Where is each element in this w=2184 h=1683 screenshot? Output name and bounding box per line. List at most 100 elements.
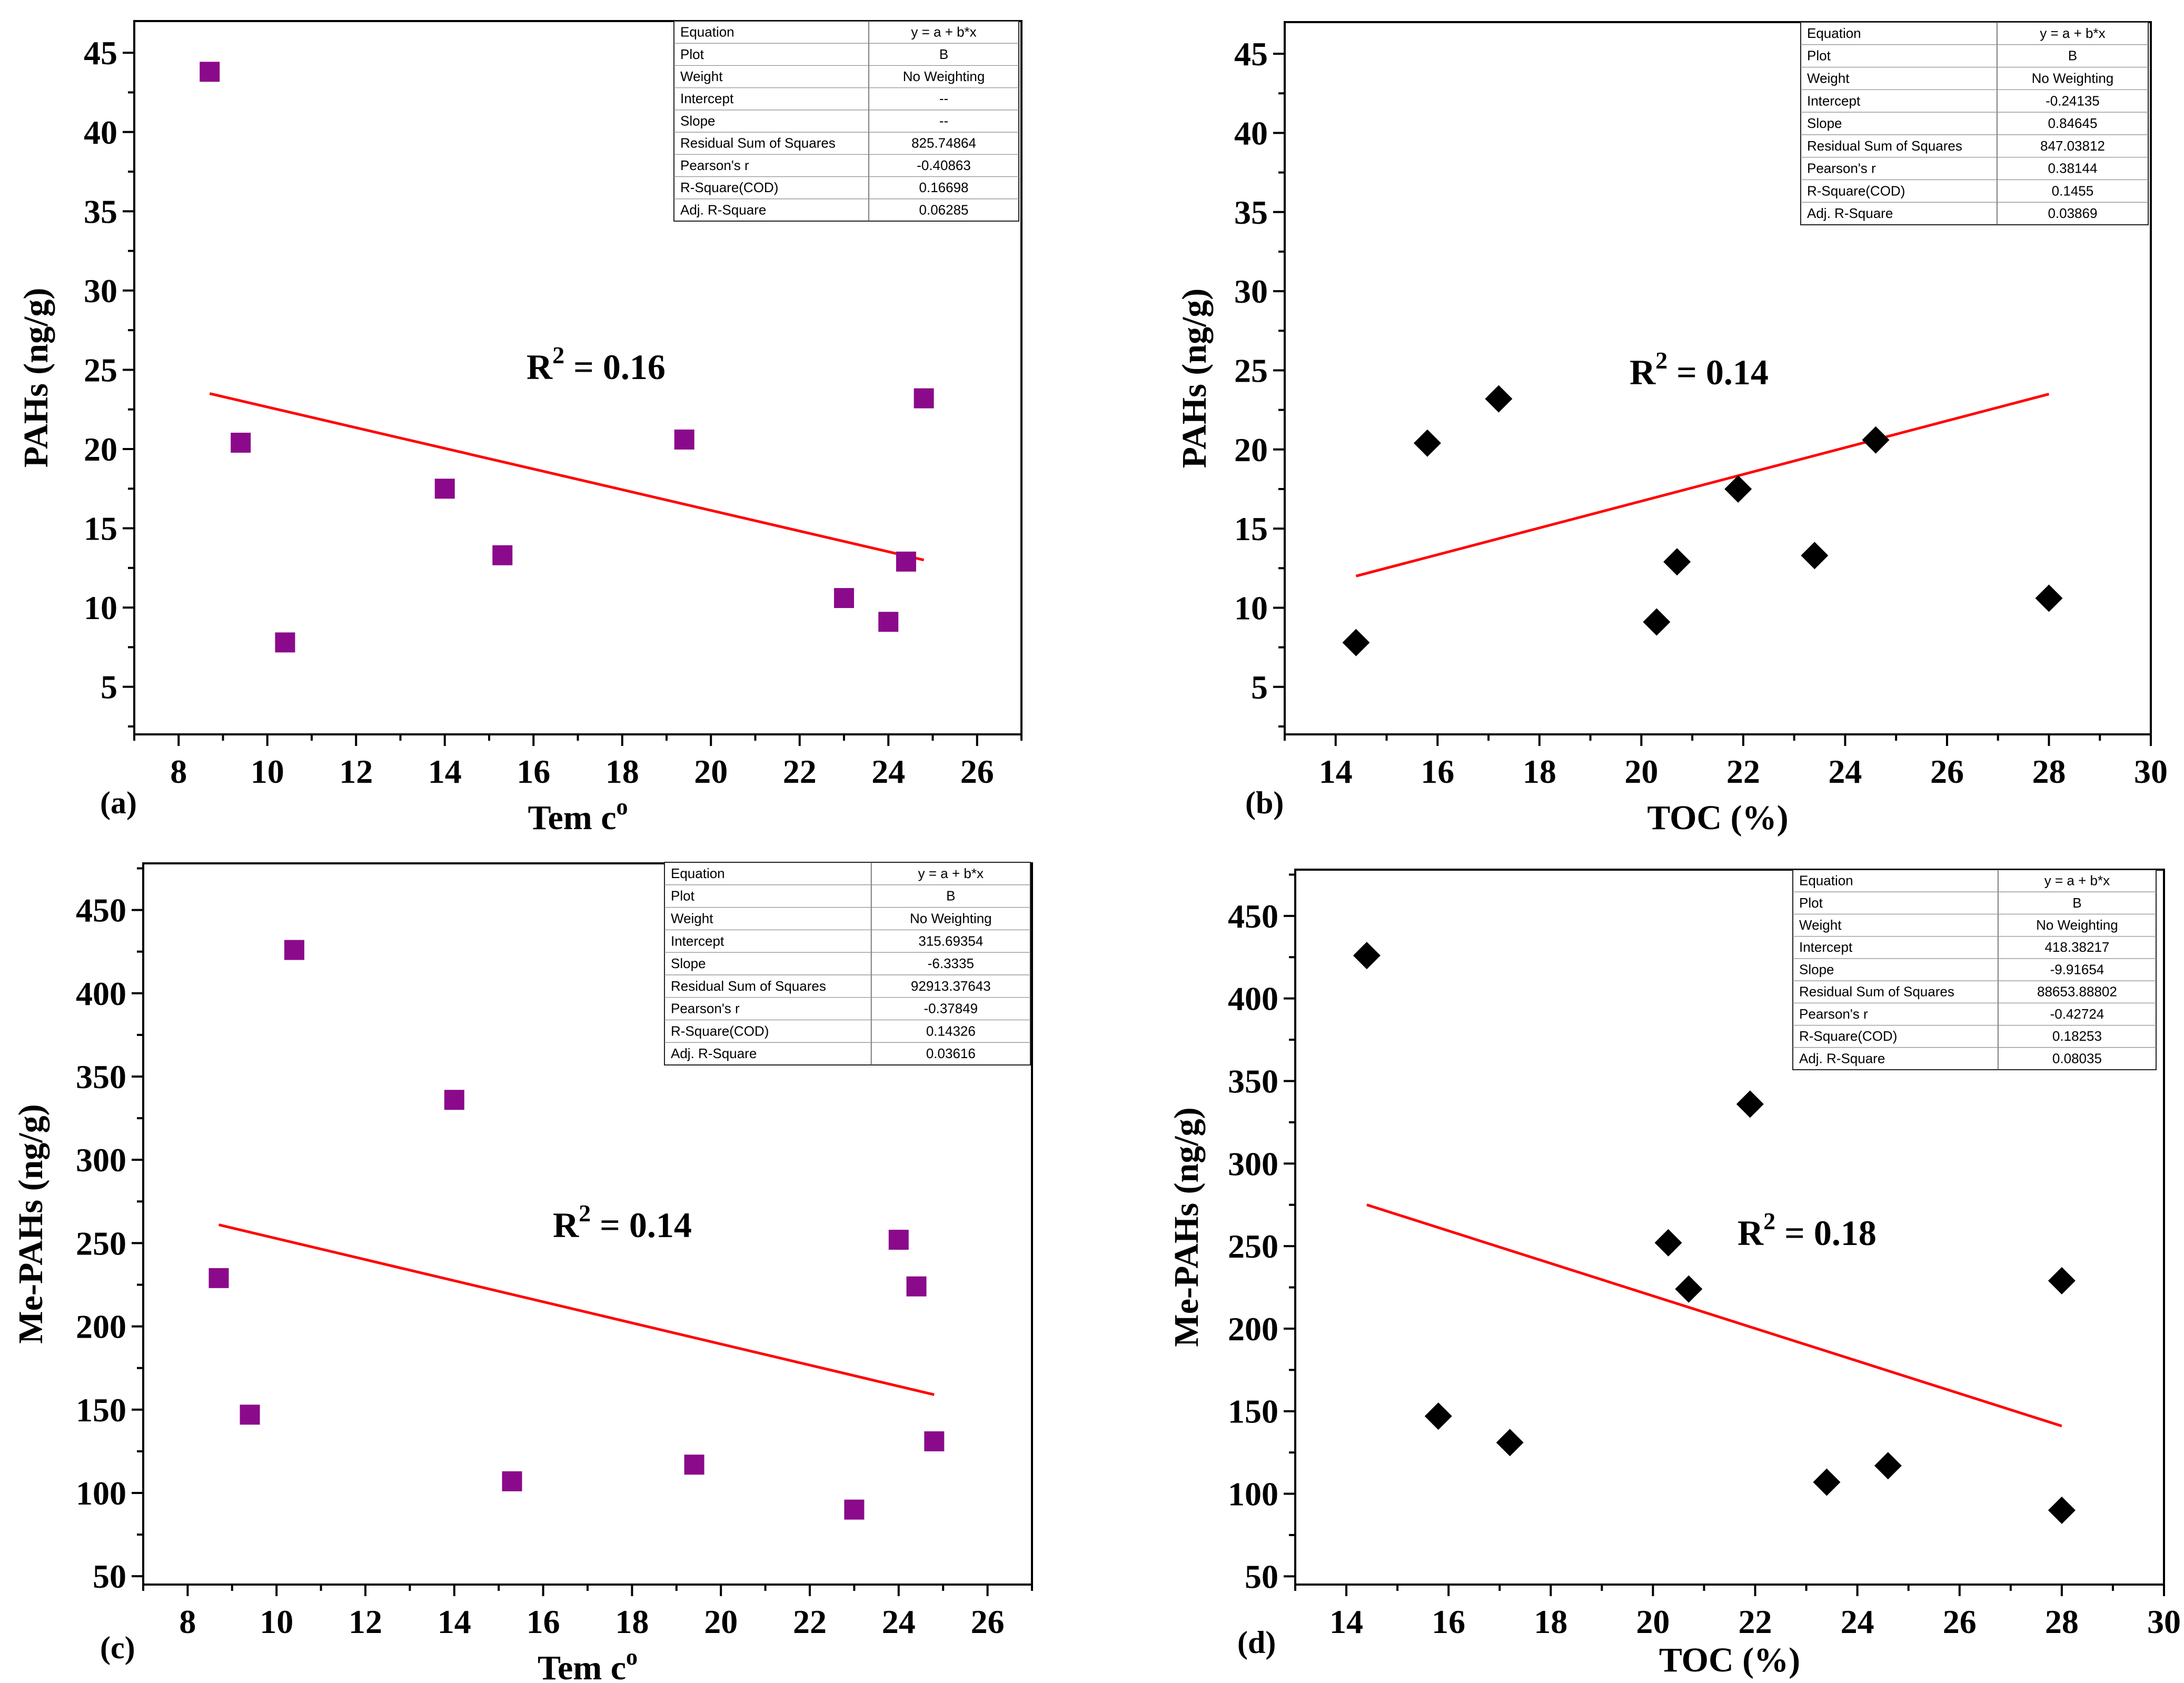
- data-point: [2048, 1267, 2076, 1294]
- plot-frame: [1284, 21, 2152, 735]
- stats-table: Equation y = a + b*x Plot B Weight No Weighti…: [1800, 22, 2149, 225]
- y-axis-title: PAHs (ng/g): [1175, 288, 1214, 469]
- panel-b: 14 16 18 20 22 24 26 28 30 5 10 15 20 25 30 35 40 45 TOC (…: [1175, 21, 2168, 837]
- stats-table-key: Plot: [1807, 48, 1831, 64]
- stats-table-value: 92913.37643: [911, 978, 991, 994]
- y-tick-label: 25: [84, 351, 117, 389]
- r-squared-annotation: R2 = 0.18: [1738, 1208, 1877, 1253]
- x-tick-label: 18: [615, 1603, 649, 1640]
- stats-table-value: -6.3335: [928, 955, 974, 971]
- panel-label: (d): [1237, 1625, 1276, 1660]
- r-squared-superscript: 2: [552, 342, 564, 369]
- data-point: [1413, 429, 1441, 457]
- data-point: [914, 388, 934, 409]
- data-point: [444, 1090, 464, 1110]
- y-tick-label: 350: [76, 1058, 126, 1096]
- r-squared-value: = 0.14: [1667, 352, 1769, 392]
- x-tick-label: 26: [1930, 753, 1964, 790]
- data-point: [1801, 542, 1829, 570]
- stats-table-key: Equation: [1799, 873, 1853, 889]
- plot-frame: [1294, 869, 2165, 1586]
- data-point: [1485, 385, 1513, 413]
- stats-table-value: y = a + b*x: [2044, 873, 2110, 889]
- r-squared-value: = 0.16: [564, 347, 666, 387]
- x-tick-label: 22: [1726, 753, 1760, 790]
- stats-table-value: y = a + b*x: [911, 24, 976, 40]
- panel-label: (b): [1245, 785, 1284, 820]
- stats-table-key: R-Square(COD): [671, 1023, 769, 1039]
- stats-table-value: 0.1455: [2052, 183, 2094, 198]
- data-point: [284, 940, 304, 960]
- data-point: [906, 1276, 927, 1297]
- x-tick-label: 8: [170, 753, 187, 790]
- stats-table-value: -0.42724: [2050, 1006, 2104, 1022]
- stats-table-border: [673, 21, 1019, 222]
- stats-table-key: Weight: [680, 68, 723, 84]
- stats-table-key: Equation: [680, 24, 734, 40]
- data-point: [434, 479, 455, 499]
- y-tick-label: 300: [1228, 1145, 1278, 1182]
- stats-table-key: R-Square(COD): [1807, 183, 1905, 198]
- regression-line: [1355, 393, 2050, 577]
- y-tick-label: 20: [1234, 431, 1268, 469]
- y-tick-label: 30: [84, 272, 117, 310]
- x-tick-label: 20: [704, 1603, 738, 1640]
- stats-table-key: Pearson's r: [1807, 161, 1876, 176]
- stats-table-value: -9.91654: [2050, 961, 2104, 977]
- y-tick-label: 5: [1251, 669, 1268, 706]
- stats-table-value: No Weighting: [903, 68, 985, 84]
- stats-table-value: No Weighting: [910, 911, 992, 927]
- regression-line: [1366, 1203, 2062, 1428]
- x-tick-label: 26: [971, 1603, 1005, 1640]
- x-tick-label: 16: [517, 753, 550, 790]
- stats-table-value: No Weighting: [2036, 917, 2118, 933]
- y-tick-label: 20: [84, 431, 117, 468]
- x-tick-label: 24: [1841, 1603, 1874, 1640]
- data-point: [2035, 584, 2063, 612]
- y-tick-label: 100: [1228, 1476, 1278, 1513]
- stats-table-value: y = a + b*x: [2040, 25, 2105, 41]
- y-tick-label: 10: [84, 589, 117, 626]
- x-tick-label: 14: [1329, 1603, 1363, 1640]
- y-tick-label: 150: [1228, 1393, 1278, 1430]
- y-tick-label: 35: [84, 193, 117, 230]
- x-tick-label: 18: [605, 753, 639, 790]
- stats-table-value: 0.38144: [2048, 161, 2097, 176]
- data-point: [834, 588, 854, 609]
- data-point: [684, 1455, 704, 1475]
- y-tick-label: 15: [84, 510, 117, 547]
- x-tick-label: 18: [1523, 753, 1556, 790]
- y-tick-label: 350: [1228, 1062, 1278, 1100]
- data-point: [1353, 942, 1381, 970]
- stats-table-key: Residual Sum of Squares: [1807, 138, 1962, 154]
- y-tick-label: 35: [1234, 194, 1268, 231]
- panel-c: 8 10 12 14 16 18 20 22 24 26 50 100 150 200 250 300 350 4…: [12, 862, 1033, 1683]
- panel-a: 8 10 12 14 16 18 20 22 24 26 5 10 15 20 25 30 35 40 45 Tem …: [17, 20, 1022, 837]
- data-point: [1862, 426, 1890, 454]
- stats-table-key: Pearson's r: [680, 157, 749, 173]
- stats-table-value: 0.03616: [926, 1045, 976, 1061]
- x-tick-label: 10: [251, 753, 284, 790]
- y-tick-label: 10: [1234, 589, 1268, 626]
- data-point: [209, 1268, 229, 1288]
- y-tick-label: 250: [1228, 1228, 1278, 1265]
- y-tick-label: 450: [1228, 898, 1278, 935]
- stats-table-key: Intercept: [680, 91, 734, 106]
- data-point: [1675, 1275, 1703, 1303]
- data-point: [2048, 1496, 2076, 1524]
- y-tick-label: 400: [76, 975, 126, 1012]
- stats-table-key: Plot: [680, 46, 704, 62]
- y-tick-label: 5: [101, 669, 117, 706]
- y-tick-label: 300: [76, 1141, 126, 1179]
- r-squared-value: = 0.18: [1775, 1213, 1877, 1253]
- data-point: [1643, 608, 1671, 636]
- r-squared-annotation: R2 = 0.14: [553, 1200, 692, 1245]
- x-tick-label: 14: [428, 753, 462, 790]
- panel-label: (c): [100, 1630, 135, 1665]
- stats-table-key: Slope: [680, 113, 716, 128]
- stats-table-key: Plot: [1799, 895, 1823, 911]
- y-axis-title: Me-PAHs (ng/g): [1167, 1107, 1206, 1347]
- r-squared-superscript: 2: [579, 1200, 591, 1227]
- x-tick-label: 22: [1739, 1603, 1772, 1640]
- stats-table-key: Slope: [1799, 961, 1834, 977]
